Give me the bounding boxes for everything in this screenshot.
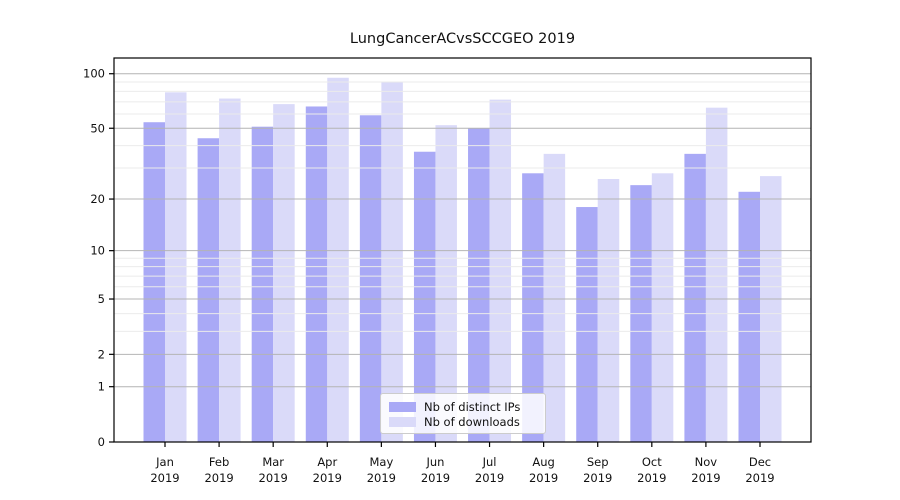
x-tick-label-year: 2019 — [583, 471, 612, 485]
x-tick-label-year: 2019 — [745, 471, 774, 485]
bar-jun-downloads — [435, 125, 457, 443]
bar-mar-ips — [251, 126, 274, 442]
legend-swatch-downloads — [389, 416, 416, 427]
x-tick-label-year: 2019 — [691, 471, 720, 485]
legend-label-distinct-ips: Nb of distinct IPs — [424, 399, 521, 414]
x-tick-label-year: 2019 — [259, 471, 288, 485]
legend: Nb of distinct IPs Nb of downloads — [380, 393, 546, 434]
bar-sep-ips — [576, 207, 598, 442]
x-tick-label-year: 2019 — [313, 471, 342, 485]
bar-sep-downloads — [597, 179, 620, 442]
x-tick-label-year: 2019 — [367, 471, 396, 485]
x-tick-label-year: 2019 — [421, 471, 450, 485]
x-tick-label-month: Feb — [209, 455, 229, 469]
legend-item-downloads: Nb of downloads — [389, 414, 537, 429]
x-tick-label-year: 2019 — [475, 471, 504, 485]
bar-jun-ips — [413, 151, 436, 443]
y-tick-label: 1 — [98, 380, 105, 394]
legend-item-distinct-ips: Nb of distinct IPs — [389, 399, 537, 414]
axes-frame — [113, 57, 812, 443]
y-tick-label: 0 — [98, 435, 105, 449]
legend-swatch-distinct-ips — [389, 401, 416, 412]
bar-dec-downloads — [760, 176, 782, 442]
x-tick-label-month: Dec — [749, 455, 771, 469]
y-tick-label: 5 — [98, 292, 105, 306]
bar-jul-ips — [468, 128, 490, 442]
x-tick-label-month: Sep — [587, 455, 609, 469]
bar-apr-ips — [305, 106, 328, 442]
bar-nov-downloads — [705, 107, 728, 442]
x-tick-label-month: Jul — [482, 455, 497, 469]
x-tick-label-month: Apr — [317, 455, 337, 469]
bar-feb-downloads — [219, 98, 241, 442]
chart-title: LungCancerACvsSCCGEO 2019 — [349, 31, 576, 47]
y-tick-label: 100 — [83, 67, 105, 81]
y-tick-label: 10 — [90, 244, 105, 258]
legend-label-downloads: Nb of downloads — [424, 414, 520, 429]
x-tick-label-month: Aug — [532, 455, 554, 469]
x-tick-label-month: Mar — [262, 455, 284, 469]
x-tick-label-year: 2019 — [204, 471, 233, 485]
y-tick-label: 2 — [98, 347, 105, 361]
x-tick-label-month: Nov — [695, 455, 718, 469]
bar-jan-ips — [143, 122, 165, 442]
x-tick-label-year: 2019 — [529, 471, 558, 485]
bar-aug-ips — [522, 173, 544, 442]
bar-aug-downloads — [543, 153, 566, 443]
bar-mar-downloads — [273, 104, 295, 442]
bar-nov-ips — [684, 153, 706, 443]
bar-feb-ips — [197, 138, 220, 442]
bar-dec-ips — [738, 191, 760, 442]
bar-jul-downloads — [489, 99, 512, 442]
bar-may-ips — [359, 115, 382, 443]
y-tick-label: 20 — [90, 192, 105, 206]
x-tick-label-month: Jun — [425, 455, 444, 469]
x-tick-label-year: 2019 — [150, 471, 179, 485]
y-tick-label: 50 — [90, 121, 105, 135]
bar-apr-downloads — [327, 77, 349, 442]
bar-may-downloads — [381, 82, 403, 442]
x-tick-label-year: 2019 — [637, 471, 666, 485]
bar-oct-downloads — [651, 173, 674, 442]
x-tick-label-month: Oct — [642, 455, 662, 469]
x-tick-label-month: Jan — [155, 455, 174, 469]
x-tick-label-month: May — [369, 455, 393, 469]
